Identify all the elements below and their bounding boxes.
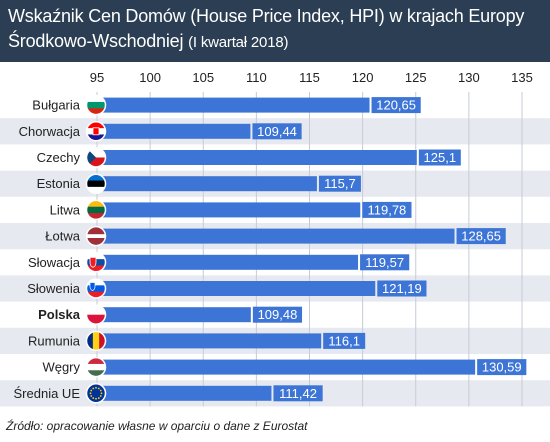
x-tick-label: 115 — [299, 70, 320, 85]
value-label: 119,57 — [365, 255, 404, 270]
bar-0 — [97, 97, 370, 113]
bar-4 — [97, 202, 361, 218]
value-label-box — [362, 201, 412, 218]
bar-8 — [97, 307, 251, 323]
bar-6 — [97, 254, 359, 270]
value-label-box — [456, 228, 506, 245]
value-label-box — [323, 332, 366, 349]
category-label: Słowacja — [28, 255, 81, 270]
x-tick-label: 130 — [458, 70, 480, 85]
bar-1 — [97, 123, 251, 139]
source-note: Źródło: opracowanie własne w oparciu o d… — [6, 419, 308, 433]
flag-si-icon — [85, 278, 107, 299]
x-tick-label: 105 — [192, 70, 214, 85]
bar-5 — [97, 228, 455, 244]
value-label-box — [273, 385, 323, 402]
flag-cz-icon — [85, 147, 107, 168]
value-label: 111,42 — [279, 386, 317, 401]
category-label: Łotwa — [45, 229, 80, 244]
flag-lt-icon — [85, 199, 107, 221]
category-label: Węgry — [42, 360, 80, 375]
value-label: 130,59 — [482, 360, 522, 375]
value-label: 128,65 — [461, 229, 501, 244]
value-label: 109,48 — [258, 307, 298, 322]
category-label: Słowenia — [27, 281, 81, 296]
value-label-box — [318, 175, 361, 192]
value-label: 109,44 — [257, 124, 297, 139]
value-label: 121,19 — [382, 281, 422, 296]
value-label: 120,65 — [376, 98, 416, 113]
x-tick-label: 110 — [246, 70, 267, 85]
x-tick-label: 120 — [352, 70, 374, 85]
value-label: 115,7 — [324, 176, 356, 191]
value-label: 119,78 — [367, 202, 406, 217]
category-label: Polska — [38, 307, 81, 322]
x-tick-label: 95 — [90, 70, 104, 85]
flag-bg-icon — [85, 94, 107, 116]
value-label-box — [418, 149, 461, 166]
title-banner: Wskaźnik Cen Domów (House Price Index, H… — [0, 0, 550, 62]
bar-7 — [97, 281, 376, 296]
value-label-box — [371, 97, 421, 114]
flag-hu-icon — [85, 356, 107, 378]
chart-title: Wskaźnik Cen Domów (House Price Index, H… — [8, 4, 544, 55]
value-label: 125,1 — [424, 150, 457, 165]
category-label: Chorwacja — [19, 124, 81, 139]
x-tick-label: 125 — [405, 70, 427, 85]
bar-3 — [97, 176, 317, 192]
x-tick-label: 100 — [139, 70, 161, 85]
bar-9 — [97, 333, 322, 349]
x-tick-label: 135 — [511, 70, 533, 85]
category-label: Czechy — [37, 150, 81, 165]
value-label-box — [360, 254, 410, 271]
value-label-box — [252, 123, 302, 140]
flag-eu-icon — [85, 383, 107, 404]
flag-ro-icon — [85, 330, 107, 352]
bar-11 — [97, 385, 272, 401]
category-label: Średnia UE — [14, 386, 81, 401]
flag-hr-icon — [85, 121, 107, 142]
flag-pl-icon — [85, 304, 107, 325]
category-label: Estonia — [37, 176, 81, 191]
chart-title-main: Wskaźnik Cen Domów (House Price Index, H… — [8, 6, 525, 51]
bar-2 — [97, 150, 417, 165]
flag-lv-icon — [85, 225, 107, 247]
value-label: 116,1 — [328, 333, 360, 348]
value-label-box — [477, 359, 527, 376]
flag-sk-icon — [85, 252, 107, 273]
category-label: Litwa — [50, 202, 81, 217]
value-label-box — [252, 306, 303, 323]
flag-ee-icon — [85, 173, 107, 194]
value-label-box — [377, 280, 427, 297]
bar-10 — [97, 359, 476, 375]
chart-title-period: (I kwartał 2018) — [188, 34, 289, 51]
category-label: Bułgaria — [32, 98, 80, 113]
category-label: Rumunia — [28, 333, 81, 348]
